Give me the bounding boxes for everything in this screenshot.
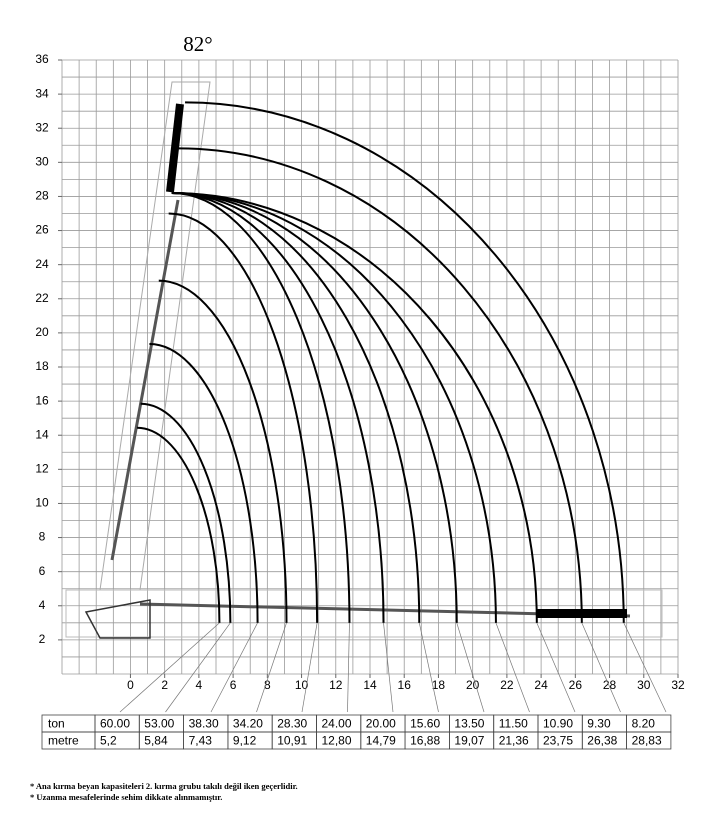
footnote: * Uzanma mesafelerinde sehim dikkate alı… xyxy=(30,792,222,802)
y-tick-label: 22 xyxy=(35,291,49,305)
x-tick-label: 30 xyxy=(637,678,651,692)
table-value: 11.50 xyxy=(499,717,528,731)
table-value: 26,38 xyxy=(587,734,617,748)
table-value: 13.50 xyxy=(454,717,484,731)
x-tick-label: 32 xyxy=(671,678,685,692)
table-value: 28.30 xyxy=(277,717,307,731)
reach-leader xyxy=(581,622,621,713)
y-tick-label: 34 xyxy=(35,86,49,100)
reach-arc xyxy=(185,101,625,623)
table-value: 53.00 xyxy=(144,717,174,731)
reach-arc xyxy=(149,343,259,623)
reach-leader xyxy=(536,622,576,713)
reach-leader xyxy=(119,622,220,713)
table-value: 8.20 xyxy=(632,717,656,731)
table-value: 34.20 xyxy=(233,717,263,731)
load-table: ton 60.00 53.00 38.30 34.20 28.30 24.00 20.00 15… xyxy=(41,714,672,750)
reach-arc xyxy=(168,212,319,623)
x-tick-label: 28 xyxy=(603,678,617,692)
x-tick-label: 10 xyxy=(295,678,309,692)
table-value: 10,91 xyxy=(277,734,307,748)
reach-arc xyxy=(140,402,232,623)
footnote: * Ana kırma beyan kapasiteleri 2. kırma … xyxy=(30,781,298,791)
reach-leader xyxy=(347,622,350,713)
x-tick-label: 22 xyxy=(500,678,514,692)
reach-leader xyxy=(210,622,258,713)
arcs xyxy=(119,101,667,713)
reach-leader xyxy=(165,622,231,713)
x-tick-label: 18 xyxy=(432,678,446,692)
x-tick-label: 0 xyxy=(127,678,134,692)
y-tick-label: 36 xyxy=(35,52,49,66)
y-tick-label: 4 xyxy=(39,598,46,612)
y-tick-label: 16 xyxy=(35,393,49,407)
y-tick-label: 20 xyxy=(35,325,49,339)
table-value: 28,83 xyxy=(632,734,662,748)
table-value: 21,36 xyxy=(499,734,529,748)
x-tick-label: 12 xyxy=(329,678,343,692)
table-value: 10.90 xyxy=(543,717,573,731)
reach-arc xyxy=(171,192,351,623)
x-tick-label: 4 xyxy=(196,678,203,692)
y-tick-label: 30 xyxy=(35,155,49,169)
table-value: 14,79 xyxy=(366,734,396,748)
reach-leader xyxy=(495,622,530,713)
y-tick-label: 26 xyxy=(35,223,49,237)
x-tick-label: 26 xyxy=(569,678,583,692)
table-value: 12,80 xyxy=(322,734,352,748)
x-tick-label: 2 xyxy=(161,678,168,692)
reach-leader xyxy=(456,622,485,713)
table-value: 15.60 xyxy=(410,717,440,731)
x-tick-label: 8 xyxy=(264,678,271,692)
table-value: 60.00 xyxy=(100,717,130,731)
reach-arc xyxy=(171,192,458,623)
y-tick-label: 24 xyxy=(35,257,49,271)
reach-arc xyxy=(171,192,497,623)
y-tick-label: 10 xyxy=(35,496,49,510)
x-tick-label: 14 xyxy=(363,678,377,692)
y-tick-label: 6 xyxy=(39,564,46,578)
reach-arc xyxy=(171,192,385,623)
table-value: 5,84 xyxy=(144,734,168,748)
reach-arc xyxy=(178,147,583,623)
y-tick-label: 14 xyxy=(35,427,49,441)
table-value: 9.30 xyxy=(587,717,611,731)
reach-arc xyxy=(171,192,538,623)
grid: 0 2 4 6 8 10 12 14 16 18 20 22 24 26 28 30 3224681012141… xyxy=(35,52,685,692)
table-value: 24.00 xyxy=(322,717,352,731)
table-cell xyxy=(626,731,672,750)
row-header: metre xyxy=(48,734,79,748)
row-header: ton xyxy=(48,717,65,731)
y-tick-label: 32 xyxy=(35,120,49,134)
boom-angle: 82° xyxy=(183,32,212,56)
x-tick-label: 16 xyxy=(398,678,412,692)
y-tick-label: 18 xyxy=(35,359,49,373)
y-tick-label: 28 xyxy=(35,189,49,203)
y-tick-label: 8 xyxy=(39,530,46,544)
reach-leader xyxy=(623,622,667,713)
y-tick-label: 2 xyxy=(39,632,46,646)
reach-arc xyxy=(158,279,288,623)
table-value: 5,2 xyxy=(100,734,117,748)
y-tick-label: 12 xyxy=(35,462,49,476)
x-tick-label: 24 xyxy=(534,678,548,692)
table-value: 38.30 xyxy=(189,717,219,731)
table-value: 16,88 xyxy=(410,734,440,748)
reach-arc xyxy=(171,192,421,623)
x-tick-label: 20 xyxy=(466,678,480,692)
reach-leader xyxy=(418,622,439,713)
table-value: 20.00 xyxy=(366,717,396,731)
reach-arc xyxy=(137,426,221,623)
reach-leader xyxy=(301,622,318,713)
reach-leader xyxy=(383,622,394,713)
table-value: 19,07 xyxy=(454,734,484,748)
table-value: 9,12 xyxy=(233,734,257,748)
table-value: 7,43 xyxy=(189,734,213,748)
x-tick-label: 6 xyxy=(230,678,237,692)
table-value: 23,75 xyxy=(543,734,573,748)
reach-leader xyxy=(256,622,287,713)
